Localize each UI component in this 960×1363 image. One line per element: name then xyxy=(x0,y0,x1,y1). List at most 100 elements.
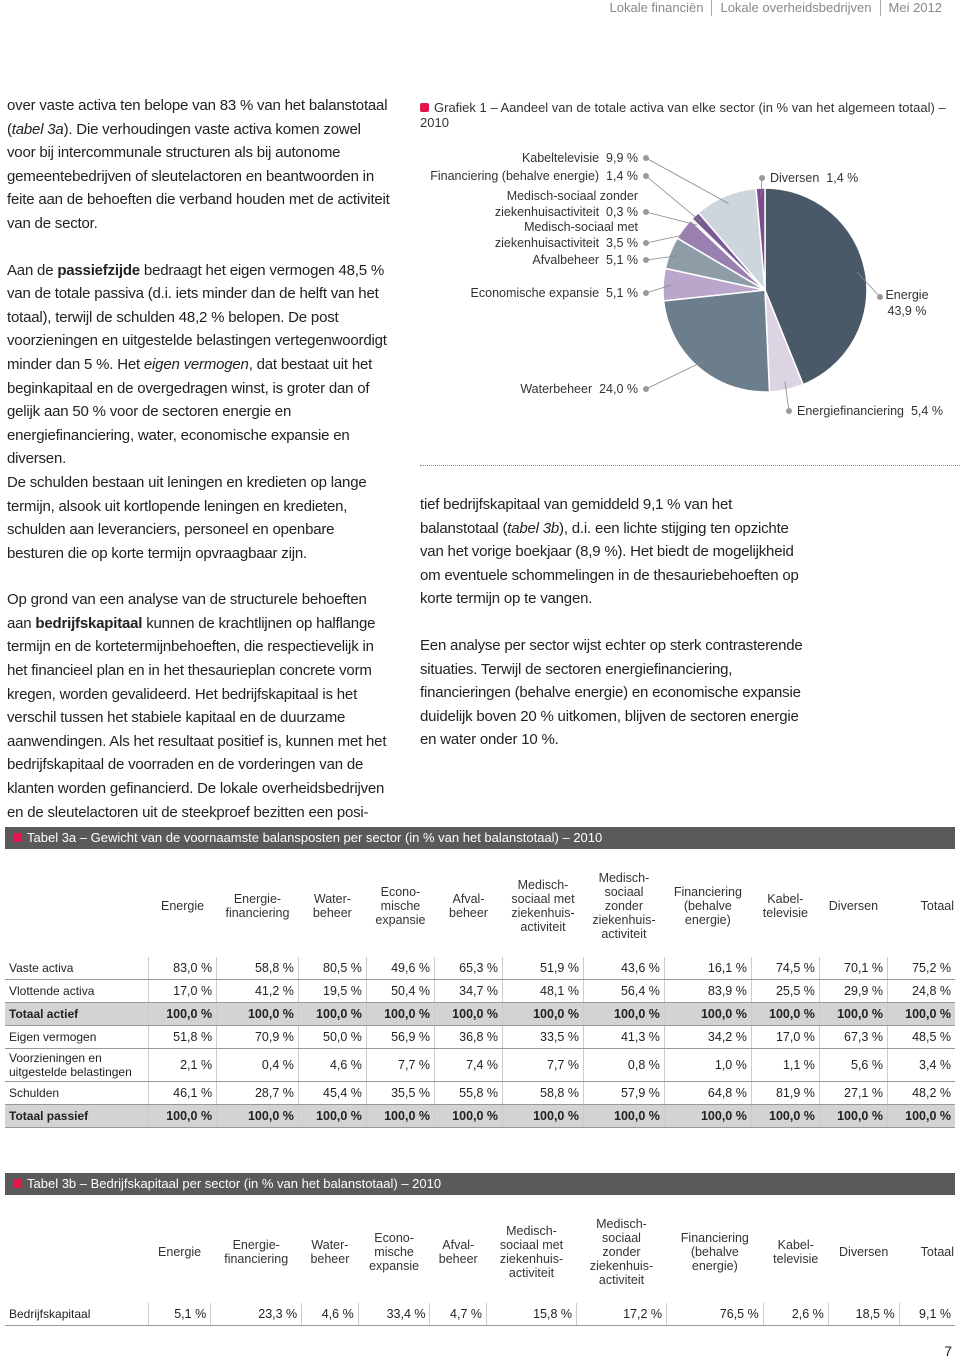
cell: 0,4 % xyxy=(216,1048,299,1082)
cell: 50,0 % xyxy=(297,1025,367,1049)
row-label: Vlottende activa xyxy=(5,979,149,1003)
table-title: Tabel 3b – Bedrijfskapitaal per sector (… xyxy=(5,1173,955,1195)
cell: 65,3 % xyxy=(433,957,503,980)
cell: 24,8 % xyxy=(886,979,955,1003)
leader-dot xyxy=(643,209,649,215)
label-name: Diversen xyxy=(770,171,820,185)
cell: 5,6 % xyxy=(818,1048,888,1082)
cell: 51,8 % xyxy=(147,1025,217,1049)
chart: Grafiek 1 – Aandeel van de totale activa… xyxy=(420,95,960,466)
leader-line xyxy=(645,284,672,294)
text: passiefzijde xyxy=(57,261,140,279)
text: Op grond van een analyse van de structur… xyxy=(7,591,367,632)
label-name: Waterbeheer xyxy=(520,382,593,396)
label-value: 9,9 % xyxy=(606,151,638,165)
text: tabel 3a xyxy=(11,120,64,138)
cell: 48,2 % xyxy=(886,1081,955,1105)
cell: 17,2 % xyxy=(576,1303,667,1326)
label-name: Economische expansie xyxy=(470,286,600,300)
cell: 57,9 % xyxy=(582,1081,665,1105)
leader-line xyxy=(760,177,763,197)
header-row: Energie Energie- financiering Water- behee… xyxy=(5,1201,955,1303)
pie-label: Kabeltelevisie 9,9 % xyxy=(378,150,638,166)
table: Energie Energie- financiering Water- behee… xyxy=(5,1201,955,1326)
cell: 100,0 % xyxy=(433,1002,503,1026)
header-part: Mei 2012 xyxy=(879,0,950,16)
leader-line xyxy=(645,255,678,261)
cell: 100,0 % xyxy=(365,1002,435,1026)
cell: 41,3 % xyxy=(582,1025,665,1049)
left-column: over vaste activa ten belope van 83 % va… xyxy=(7,94,392,847)
chart-title: Grafiek 1 – Aandeel van de totale activa… xyxy=(420,100,946,130)
cell: 34,2 % xyxy=(663,1025,752,1049)
cell: 100,0 % xyxy=(750,1002,820,1026)
text: ), d.i. een lichte stijging ten opzichte… xyxy=(420,519,799,608)
leader-line xyxy=(645,233,691,244)
cell: 2,6 % xyxy=(762,1303,829,1326)
pie-label: Waterbeheer 24,0 % xyxy=(378,381,638,397)
column-header: Kabel- televisie xyxy=(773,1238,819,1266)
pie-slice xyxy=(755,187,766,291)
cell: 3,4 % xyxy=(886,1048,955,1082)
pie-label: Afvalbeheer 5,1 % xyxy=(378,252,638,268)
pie-label: Energie 43,9 % xyxy=(867,287,947,319)
cell: 55,8 % xyxy=(433,1081,503,1105)
text: over vaste activa ten belope van 83 % va… xyxy=(7,97,388,138)
cell: 100,0 % xyxy=(886,1104,955,1128)
cell: 56,4 % xyxy=(582,979,665,1003)
cell: 7,7 % xyxy=(502,1048,584,1082)
bullet xyxy=(13,833,22,842)
pie-label: Financiering (behalve energie) 1,4 % xyxy=(378,168,638,184)
cell: 100,0 % xyxy=(216,1104,299,1128)
cell: 23,3 % xyxy=(210,1303,302,1326)
row-label: Voorzieningen en uitgestelde belastingen xyxy=(5,1048,149,1082)
label-value: 0,3 % xyxy=(606,205,638,219)
leader-line xyxy=(645,175,702,222)
text: eigen vermogen xyxy=(143,355,249,373)
table-title: Tabel 3a – Gewicht van de voornaamste ba… xyxy=(5,827,955,849)
cell: 100,0 % xyxy=(147,1002,217,1026)
label-name: Energie xyxy=(885,288,929,302)
cell: 7,4 % xyxy=(433,1048,503,1082)
cell: 100,0 % xyxy=(663,1104,752,1128)
column-header: Energie- financiering xyxy=(225,892,290,920)
cell: 58,8 % xyxy=(502,1081,584,1105)
text: ). Die verhoudingen vaste activa komen z… xyxy=(7,120,390,232)
column-header: Energie xyxy=(158,1245,202,1259)
column-header: Totaal xyxy=(920,899,954,913)
cell: 17,0 % xyxy=(750,1025,820,1049)
pie-label: Diversen 1,4 % xyxy=(770,170,960,186)
pie-label: Medisch-sociaal zonder ziekenhuisactivit… xyxy=(378,188,638,220)
column-header: Diversen xyxy=(828,899,879,913)
cell: 7,7 % xyxy=(365,1048,435,1082)
cell: 1,1 % xyxy=(750,1048,820,1082)
cell: 1,0 % xyxy=(663,1048,752,1082)
cell: 70,1 % xyxy=(818,957,888,980)
label-value: 24,0 % xyxy=(599,382,638,396)
cell: 4,6 % xyxy=(301,1303,359,1326)
cell: 100,0 % xyxy=(297,1104,367,1128)
paragraph: Een analyse per sector wijst echter op s… xyxy=(420,634,805,752)
cell: 45,4 % xyxy=(297,1081,367,1105)
leader-dot xyxy=(877,294,883,300)
cell: 36,8 % xyxy=(433,1025,503,1049)
table-title-text: Tabel 3b – Bedrijfskapitaal per sector (… xyxy=(27,1176,442,1191)
pie-slice xyxy=(662,289,771,393)
text: tabel 3b xyxy=(507,519,560,537)
cell: 9,1 % xyxy=(898,1303,955,1326)
paragraph: Aan de passiefzijde bedraagt het eigen v… xyxy=(7,259,392,471)
leader-dot xyxy=(643,386,649,392)
cell: 33,5 % xyxy=(502,1025,584,1049)
paragraph: over vaste activa ten belope van 83 % va… xyxy=(7,94,392,236)
running-header: Lokale financiën Lokale overheidsbedrijv… xyxy=(602,0,951,16)
table-row: Totaal actief 100,0 % 100,0 % 100,0 % 100,0 … xyxy=(5,1002,955,1026)
table-row: Bedrijfskapitaal 5,1 % 23,3 % 4,6 % 33,4 % 4,… xyxy=(5,1303,955,1326)
table-row: Eigen vermogen 51,8 % 70,9 % 50,0 % 56,9 % 36… xyxy=(5,1025,955,1049)
label-name: Kabeltelevisie xyxy=(521,151,600,165)
cell: 83,9 % xyxy=(663,979,752,1003)
pie-label: Medisch-sociaal met ziekenhuisactiviteit… xyxy=(378,219,638,251)
row-label: Totaal actief xyxy=(5,1002,149,1026)
column-header: Econo- mische expansie xyxy=(369,1231,420,1273)
cell: 15,8 % xyxy=(486,1303,577,1326)
label-value: 3,5 % xyxy=(606,236,638,250)
